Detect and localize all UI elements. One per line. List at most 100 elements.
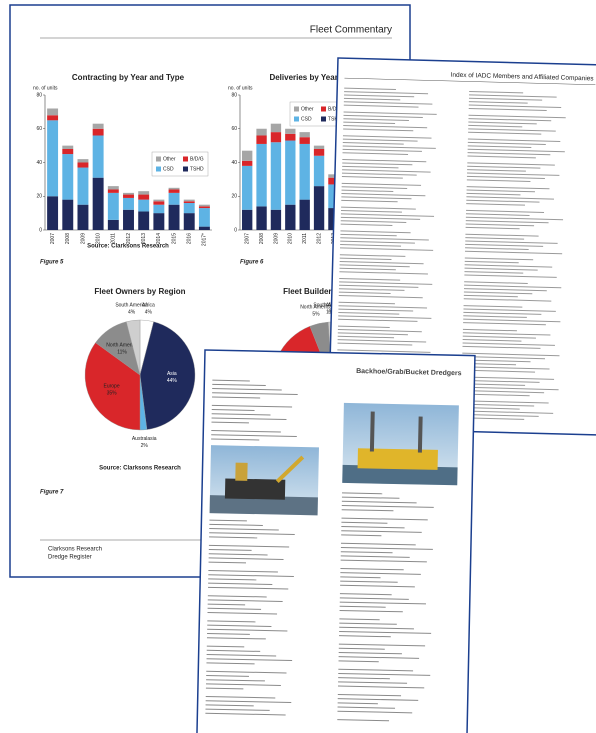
x-tick-label: 2017*: [202, 233, 208, 246]
bar-segment: [123, 193, 134, 195]
bar-segment: [271, 142, 281, 210]
photo-dredger: [235, 463, 247, 481]
bar-segment: [62, 146, 73, 149]
x-tick-label: 2013: [141, 233, 147, 244]
bar-segment: [285, 141, 295, 205]
bar-segment: [123, 210, 134, 230]
bar-segment: [314, 186, 324, 230]
slice-label: Asia: [167, 371, 177, 377]
bar-segment: [77, 205, 88, 230]
x-tick-label: 2014: [156, 233, 162, 244]
page-header: Fleet Commentary: [310, 25, 392, 36]
slice-value: 4%: [145, 309, 153, 315]
x-tick-label: 2011: [302, 233, 308, 244]
y-tick-label: 0: [234, 227, 237, 233]
x-tick-label: 2008: [259, 233, 265, 244]
bar-segment: [153, 201, 164, 204]
bar-segment: [93, 136, 104, 178]
bar-segment: [138, 191, 149, 194]
x-tick-label: 2007: [245, 233, 251, 244]
legend-swatch: [294, 107, 299, 112]
bar-segment: [47, 196, 58, 230]
x-tick-label: 2010: [95, 233, 101, 244]
legend-label: TSHD: [190, 166, 204, 172]
x-tick-label: 2015: [171, 233, 177, 244]
photo-dredger: [225, 478, 285, 499]
y-axis-title: no. of units: [33, 85, 58, 91]
bar-segment: [153, 200, 164, 202]
bar-segment: [256, 136, 266, 144]
bar-segment: [314, 146, 324, 149]
page: Fleet Commentary Figure 5 Figure 6 Figur…: [0, 0, 596, 733]
y-tick-label: 40: [36, 160, 42, 166]
bar-segment: [199, 227, 210, 230]
x-tick-label: 2009: [80, 233, 86, 244]
bar-segment: [153, 213, 164, 230]
bar-segment: [93, 178, 104, 230]
bar-segment: [199, 205, 210, 207]
bar-segment: [138, 211, 149, 230]
bar-segment: [138, 200, 149, 212]
x-tick-label: 2007: [50, 233, 56, 244]
legend-label: B/D/G: [190, 156, 204, 162]
page-three: Backhoe/Grab/Bucket Dredgers: [197, 350, 475, 733]
legend-swatch: [183, 157, 188, 162]
legend-swatch: [156, 157, 161, 162]
bar-segment: [77, 163, 88, 168]
bar-segment: [62, 149, 73, 154]
legend-label: CSD: [163, 166, 174, 172]
footer-text: Clarksons Research: [48, 547, 102, 553]
chart-title: Fleet Owners by Region: [94, 287, 185, 296]
bar-segment: [153, 205, 164, 213]
figure-caption: Figure 5: [40, 260, 64, 266]
bar-segment: [93, 124, 104, 129]
bar-segment: [256, 144, 266, 206]
bar-segment: [108, 220, 119, 230]
bar-segment: [169, 188, 180, 190]
legend-label: Other: [163, 156, 176, 162]
bar-segment: [256, 129, 266, 136]
bar-segment: [184, 213, 195, 230]
bar-segment: [242, 210, 252, 230]
y-tick-label: 40: [231, 160, 237, 166]
slice-label: Australasia: [132, 436, 157, 442]
bar-segment: [300, 137, 310, 144]
bar-segment: [169, 193, 180, 205]
bar-segment: [77, 159, 88, 162]
bar-segment: [314, 149, 324, 156]
bar-segment: [123, 198, 134, 210]
legend-swatch: [321, 117, 326, 122]
legend-swatch: [183, 167, 188, 172]
bar-segment: [314, 156, 324, 186]
bar-segment: [300, 144, 310, 200]
chart-source: Source: Clarksons Research: [99, 466, 181, 472]
legend-label: CSD: [301, 116, 312, 122]
x-tick-label: 2008: [65, 233, 71, 244]
bar-segment: [199, 206, 210, 208]
y-tick-label: 60: [231, 126, 237, 132]
y-tick-label: 20: [231, 194, 237, 200]
bar-segment: [300, 132, 310, 137]
bar-segment: [271, 124, 281, 132]
bar-segment: [169, 190, 180, 193]
y-axis-title: no. of units: [228, 85, 253, 91]
legend-swatch: [294, 117, 299, 122]
bar-segment: [93, 129, 104, 136]
slice-value: 11%: [117, 349, 127, 355]
bar-segment: [242, 166, 252, 210]
slice-value: 44%: [167, 378, 178, 384]
y-tick-label: 0: [39, 227, 42, 233]
scene: Fleet Commentary Figure 5 Figure 6 Figur…: [0, 0, 596, 733]
photo-dredger: [358, 448, 438, 470]
bar-segment: [47, 109, 58, 116]
bar-segment: [285, 129, 295, 134]
bar-segment: [300, 200, 310, 230]
bar-segment: [285, 134, 295, 141]
bar-segment: [199, 208, 210, 227]
bar-segment: [47, 115, 58, 120]
y-tick-label: 60: [36, 126, 42, 132]
bar-segment: [77, 168, 88, 205]
x-tick-label: 2016: [187, 233, 193, 244]
x-tick-label: 2010: [288, 233, 294, 244]
figure-caption: Figure 7: [40, 490, 64, 496]
